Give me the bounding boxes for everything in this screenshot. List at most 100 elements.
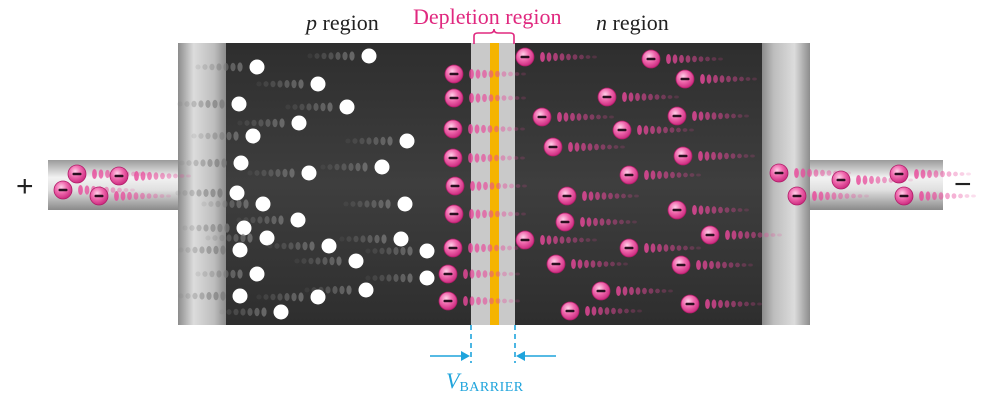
hole-trail: [364, 200, 370, 208]
hole-trail: [328, 52, 334, 60]
electron-trail: [613, 145, 619, 149]
hole-trail: [307, 53, 313, 59]
hole-trail: [278, 215, 284, 225]
hole: [232, 242, 248, 258]
plus-terminal-label: +: [16, 170, 34, 203]
electron-trail: [117, 187, 122, 193]
electron-trail: [741, 263, 747, 267]
electron-trail: [508, 211, 513, 217]
electron-trail: [666, 53, 671, 65]
hole-trail: [264, 216, 270, 224]
electron-trail: [515, 299, 520, 303]
n-region-label: n region: [596, 12, 669, 34]
electron-trail: [469, 208, 474, 220]
hole-trail: [220, 245, 226, 255]
electron-trail: [812, 190, 817, 202]
hole: [259, 230, 275, 246]
hole-trail: [270, 293, 276, 301]
electron-trail: [602, 115, 608, 119]
electron-trail: [611, 307, 616, 315]
electron-sign: [443, 272, 453, 276]
electron-trail: [648, 288, 654, 294]
hole-trail: [362, 162, 368, 172]
electron-trail: [601, 192, 607, 200]
hole-trail: [185, 293, 191, 299]
electron-trail: [496, 182, 501, 190]
electron-sign: [774, 171, 784, 175]
electron-trail: [800, 168, 806, 178]
hole-trail: [365, 248, 371, 254]
electron-trail: [643, 125, 649, 135]
electron-trail: [78, 184, 83, 196]
hole-trail: [341, 163, 347, 171]
electron-trail: [637, 309, 642, 313]
electron-trail: [616, 285, 621, 297]
electron-sign: [685, 302, 695, 306]
hole: [358, 282, 374, 298]
hole-trail: [353, 235, 359, 243]
electron-trail: [718, 206, 723, 214]
electron-trail: [513, 127, 519, 131]
electron-trail: [514, 72, 520, 76]
electron-trail: [851, 193, 856, 199]
hole-trail: [284, 293, 290, 301]
electron-trail: [862, 175, 868, 185]
dim-right-arrowhead: [516, 351, 525, 361]
hole-trail: [206, 292, 212, 300]
p-letter: p: [306, 10, 317, 35]
hole-trail: [186, 160, 192, 166]
electron-trail: [622, 91, 627, 103]
electron-trail: [637, 124, 642, 136]
hole-trail: [191, 133, 197, 139]
electron-trail: [726, 75, 731, 83]
p-region-word: region: [317, 10, 379, 35]
electron-trail: [676, 245, 682, 251]
electron-trail: [857, 194, 863, 198]
hole-trail: [393, 274, 399, 282]
hole-trail: [237, 62, 243, 72]
electron-trail: [84, 185, 90, 195]
hole-trail: [189, 189, 195, 197]
electron-trail: [614, 193, 620, 199]
electron-trail: [572, 237, 578, 243]
hole-trail: [313, 103, 319, 111]
electron-trail: [731, 113, 736, 119]
electron-trail: [521, 72, 526, 76]
hole-trail: [178, 293, 184, 299]
hole-trail: [212, 235, 218, 241]
electron-sign: [449, 212, 459, 216]
electron-trail: [951, 193, 957, 199]
hole-trail: [199, 246, 205, 254]
electron-trail: [468, 123, 473, 135]
electron-trail: [927, 169, 932, 179]
electron-trail: [508, 71, 513, 77]
electron-trail: [553, 235, 558, 245]
electron-sign: [624, 246, 634, 250]
electron-trail: [509, 183, 514, 189]
electron-trail: [630, 309, 636, 313]
electron-trail: [597, 260, 602, 268]
electron-trail: [587, 143, 593, 151]
electron-trail: [752, 77, 757, 81]
hole-trail: [237, 120, 243, 126]
hole-trail: [400, 273, 406, 283]
electron-trail: [619, 219, 624, 225]
hole-trail: [178, 247, 184, 253]
p-region-label: p region: [306, 12, 379, 34]
electron-trail: [813, 169, 819, 177]
electron-trail: [717, 152, 723, 160]
electron-trail: [635, 287, 641, 295]
electron-trail: [722, 261, 727, 269]
hole-trail: [192, 246, 198, 254]
electron-trail: [685, 55, 691, 63]
hole-trail: [243, 199, 249, 209]
electron-trail: [540, 51, 545, 63]
electron-sign: [678, 154, 688, 158]
electron-trail: [794, 167, 799, 179]
hole-trail: [195, 271, 201, 277]
hole-trail: [281, 242, 287, 250]
electron-trail: [711, 112, 717, 120]
electron-sign: [450, 184, 460, 188]
electron-trail: [744, 114, 749, 118]
electron-trail: [748, 263, 753, 267]
